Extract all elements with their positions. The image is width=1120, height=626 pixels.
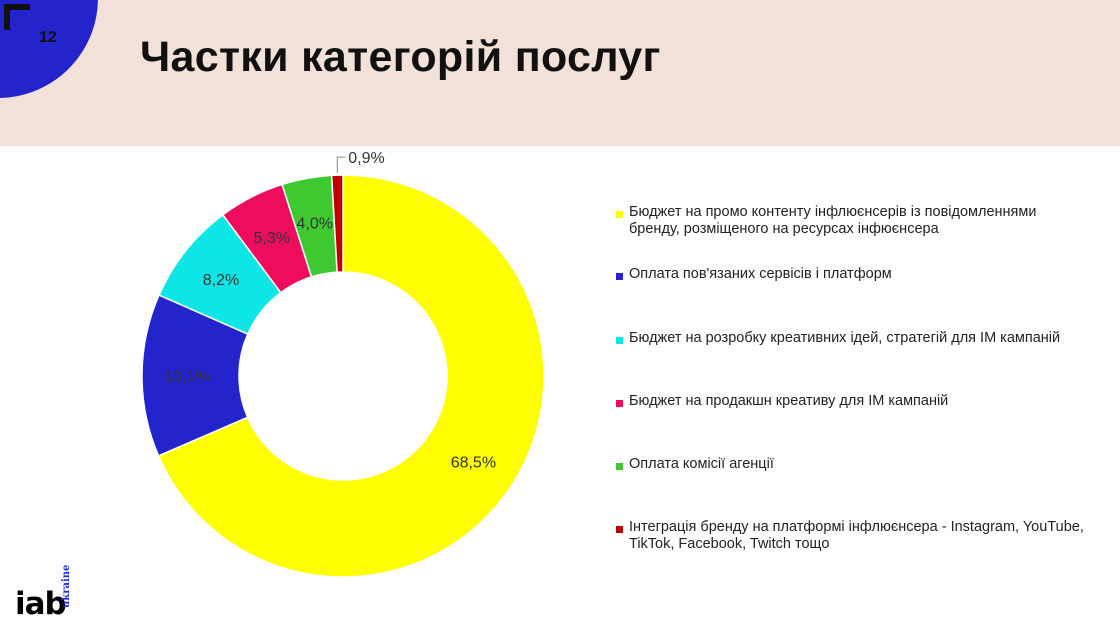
legend-swatch xyxy=(616,337,623,344)
legend-label: Оплата комісії агенції xyxy=(629,456,774,472)
legend-label: Оплата пов'язаних сервісів і платформ xyxy=(629,266,892,282)
legend-item: Бюджет на промо контенту інфлюєнсерів із… xyxy=(616,204,1086,238)
logo-sub-text: ukraine xyxy=(61,564,72,608)
page-number: 12 xyxy=(39,29,57,46)
header-band: 12 Частки категорій послуг xyxy=(0,0,1120,146)
legend-item: Бюджет на розробку креативних ідей, стра… xyxy=(616,330,1086,347)
legend-swatch xyxy=(616,400,623,407)
legend-label: Бюджет на продакшн креативу для ІМ кампа… xyxy=(629,393,949,409)
legend-label: Бюджет на промо контенту інфлюєнсерів із… xyxy=(629,204,1037,237)
slice-value-label: 13,1% xyxy=(164,369,209,386)
slice-value-label: 4,0% xyxy=(296,216,332,233)
slice-value-label: 5,3% xyxy=(254,230,290,247)
slice-value-label: 0,9% xyxy=(348,150,384,167)
donut-slice xyxy=(330,174,344,273)
leader-line xyxy=(336,156,346,174)
page-title: Частки категорій послуг xyxy=(140,33,661,81)
legend-swatch xyxy=(616,526,623,533)
legend-item: Бюджет на продакшн креативу для ІМ кампа… xyxy=(616,393,1086,410)
corner-bracket-icon xyxy=(4,4,30,30)
chart-legend: Бюджет на промо контенту інфлюєнсерів із… xyxy=(616,150,1096,570)
legend-label: Бюджет на розробку креативних ідей, стра… xyxy=(629,330,1061,346)
legend-swatch xyxy=(616,211,623,218)
legend-item: Оплата комісії агенції xyxy=(616,456,1086,473)
slice-value-label: 8,2% xyxy=(203,272,239,289)
logo-main-text: iab xyxy=(15,586,67,622)
slice-value-label: 68,5% xyxy=(451,455,496,472)
legend-item: Інтеграція бренду на платформі інфлюєнсе… xyxy=(616,519,1086,553)
legend-item: Оплата пов'язаних сервісів і платформ xyxy=(616,266,1086,283)
legend-swatch xyxy=(616,273,623,280)
donut-slice xyxy=(157,174,545,578)
iab-ukraine-logo: iab ukraine xyxy=(15,564,95,622)
legend-label: Інтеграція бренду на платформі інфлюєнсе… xyxy=(629,519,1084,552)
donut-chart: 68,5% 13,1% 8,2% 5,3% 4,0% 0,9% xyxy=(141,150,545,578)
legend-swatch xyxy=(616,463,623,470)
